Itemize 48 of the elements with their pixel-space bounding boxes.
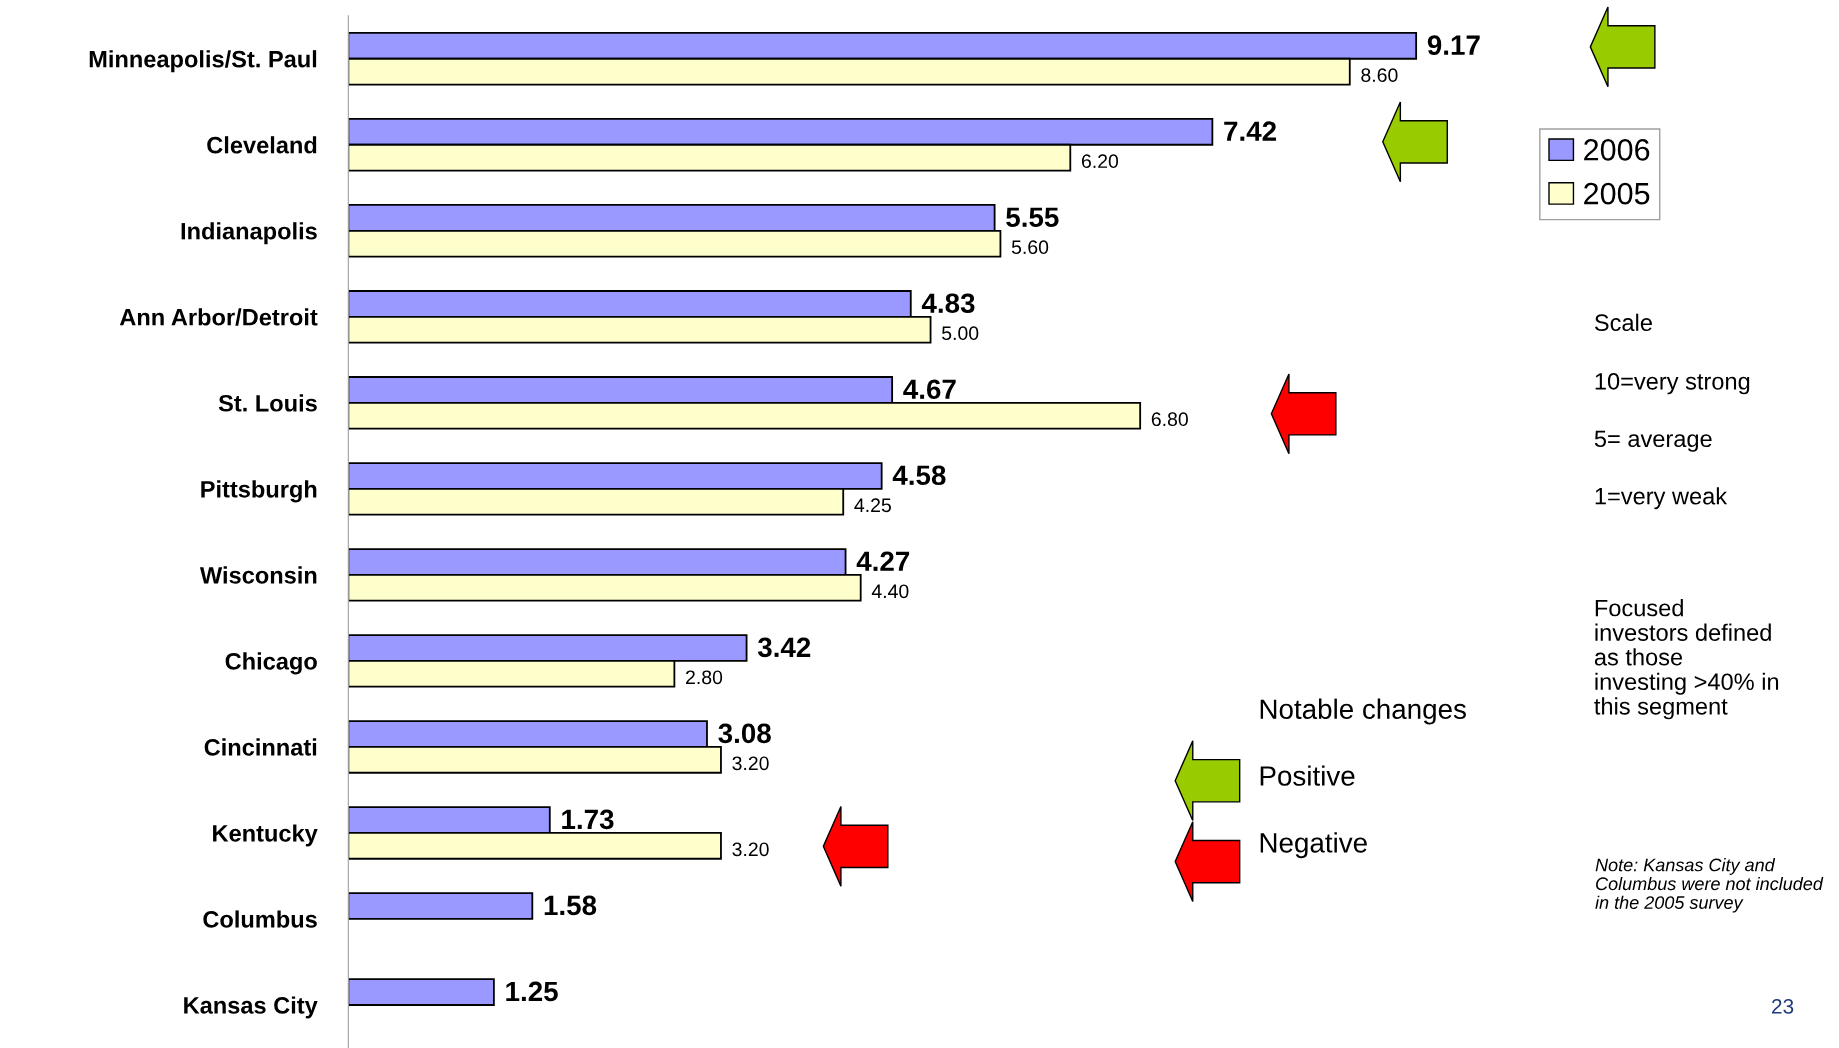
data-label: 7.42	[1224, 121, 1276, 141]
data-label: 4.27	[856, 551, 910, 571]
data-label: 3.20	[732, 756, 769, 771]
data-label: 3.08	[718, 723, 771, 744]
data-label: 8.60	[1361, 68, 1398, 83]
text: 5= average	[1594, 430, 1712, 452]
y-tick-label: Chicago	[225, 652, 317, 675]
bar	[348, 892, 534, 920]
data-label: 1.25	[506, 981, 558, 1002]
text: Focused investors defined as those investing >40% in this segment	[1594, 599, 1779, 720]
annotation: Notable changes	[1260, 698, 1466, 725]
data-label: 3.42	[757, 637, 811, 658]
data-label: 4.40	[871, 584, 909, 599]
text: Scale	[1594, 313, 1652, 332]
y-tick-label: Cleveland	[207, 136, 317, 154]
legend-label: 2005	[1584, 182, 1650, 205]
text: 1=very weak	[1595, 487, 1728, 510]
text: 23	[1772, 998, 1794, 1014]
y-tick-label: Minneapolis/St. Paul	[89, 50, 317, 73]
annotation: Positive	[1260, 765, 1355, 786]
y-tick-label: Ann Arbor/Detroit	[119, 308, 318, 326]
y-tick-label: Columbus	[203, 910, 317, 928]
data-label: 4.83	[921, 293, 975, 314]
data-label: 3.20	[732, 842, 769, 857]
y-tick-label: Pittsburgh	[201, 480, 317, 503]
y-tick-label: Wisconsin	[199, 566, 317, 584]
y-tick-label: Cincinnati	[204, 738, 317, 756]
data-label: 6.80	[1151, 412, 1188, 427]
bar	[348, 978, 495, 1006]
y-tick-label: St. Louis	[218, 394, 317, 412]
y-tick-label: Kansas City	[184, 996, 318, 1019]
data-label: 4.58	[892, 465, 946, 486]
data-label: 4.25	[854, 498, 891, 513]
data-label: 4.67	[903, 379, 956, 400]
text: 10=very strong	[1595, 372, 1750, 395]
data-label: 5.55	[1006, 207, 1059, 228]
y-tick-label: Indianapolis	[181, 222, 317, 245]
y-tick-label: Kentucky	[213, 824, 318, 847]
data-label: 1.58	[544, 895, 597, 916]
data-label: 2.80	[686, 670, 723, 685]
data-label: 6.20	[1081, 154, 1119, 169]
legend-label: 2006	[1584, 139, 1650, 161]
data-label: 5.60	[1011, 240, 1049, 255]
data-label: 1.73	[562, 809, 614, 830]
data-label: 9.17	[1427, 35, 1480, 56]
annotation: Negative	[1260, 832, 1367, 859]
data-label: 5.00	[942, 326, 979, 341]
text: Note: Kansas City and Columbus were not included in the 2005 survey	[1595, 858, 1824, 913]
